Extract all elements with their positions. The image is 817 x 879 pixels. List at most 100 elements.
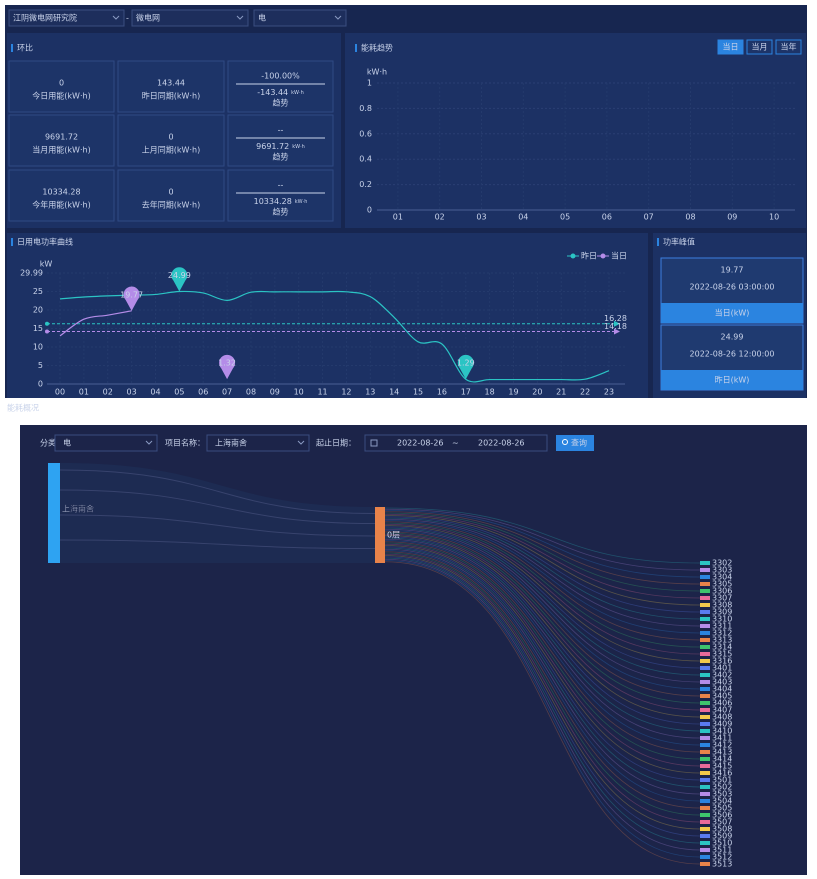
date-tilde: ~ <box>452 439 459 448</box>
sankey-link <box>384 543 701 767</box>
x-tick-label: 18 <box>485 388 495 397</box>
sankey-node <box>700 701 710 705</box>
sankey-link <box>384 523 701 655</box>
x-tick-label: 13 <box>365 388 375 397</box>
overview-panel <box>20 425 807 875</box>
sankey-link <box>384 507 701 564</box>
sankey-node-label: 3501 <box>712 776 732 785</box>
sankey-link <box>384 515 701 606</box>
peak-value: 19.77 <box>721 266 744 275</box>
sankey-link <box>384 516 701 613</box>
y-tick-label: 0 <box>38 380 43 389</box>
dropdown[interactable] <box>54 434 158 452</box>
section-heading: 能耗概况 <box>7 403 39 413</box>
mark-point-pin <box>123 286 140 311</box>
kpi-label: 趋势 <box>273 98 289 108</box>
sankey-node <box>700 687 710 691</box>
dropdown-value: 电 <box>258 13 266 23</box>
sankey-node <box>700 652 710 656</box>
x-tick-label: 17 <box>461 388 471 397</box>
sankey-node <box>700 645 710 649</box>
y-tick-label: 15 <box>33 324 43 333</box>
sankey-link <box>384 541 701 753</box>
date-start: 2022-08-26 <box>397 439 444 448</box>
sankey-link <box>384 546 701 781</box>
dropdown[interactable] <box>8 9 125 27</box>
sankey-link <box>384 538 701 739</box>
sankey-link <box>384 525 701 662</box>
sankey-node-label: 3303 <box>712 566 732 575</box>
range-button[interactable] <box>746 39 773 55</box>
sankey-node-label: 3410 <box>712 727 732 736</box>
sankey-node <box>700 729 710 733</box>
title-marker <box>355 44 357 52</box>
query-button[interactable] <box>556 435 594 451</box>
range-button-label: 当月 <box>752 42 768 52</box>
sankey-node-label: 3407 <box>712 706 732 715</box>
kpi-cell <box>227 169 334 222</box>
sankey-node <box>700 841 710 845</box>
x-tick-label: 05 <box>560 213 570 222</box>
kpi-rate: -- <box>278 126 284 135</box>
sankey-node <box>700 596 710 600</box>
kpi-value: 10334.28 <box>42 188 80 197</box>
y-tick-label: 0.6 <box>359 129 372 138</box>
kpi-diff: 9691.72 kW·h <box>256 142 305 151</box>
sankey-node-label: 3503 <box>712 790 732 799</box>
sankey-link <box>384 531 701 697</box>
x-tick-label: 19 <box>508 388 518 397</box>
mark-point-pin <box>219 354 236 380</box>
sankey-link <box>384 527 701 676</box>
sankey-node <box>700 694 710 698</box>
sankey-link <box>384 550 701 802</box>
y-tick-label: 0.2 <box>359 180 372 189</box>
sankey-node-label: 上海南舍 <box>62 504 94 514</box>
kpi-value: 0 <box>59 79 64 88</box>
x-tick-label: 04 <box>518 213 528 222</box>
x-tick-label: 07 <box>222 388 232 397</box>
kpi-label: 趋势 <box>273 152 289 162</box>
range-button[interactable] <box>717 39 744 55</box>
sankey-node-label: 0层 <box>387 531 400 540</box>
peak-time: 2022-08-26 12:00:00 <box>690 350 775 359</box>
sankey-node <box>700 827 710 831</box>
kpi-cell <box>117 169 225 222</box>
kpi-label: 今日用能(kW·h) <box>32 91 90 101</box>
kpi-cell <box>8 169 115 222</box>
sankey-node-label: 3513 <box>712 860 732 869</box>
dropdown[interactable] <box>206 434 310 452</box>
sankey-link <box>384 555 701 830</box>
sankey-node-label: 3508 <box>712 825 732 834</box>
chart-title: 日用电功率曲线 <box>17 237 73 247</box>
sankey-node <box>700 659 710 663</box>
sankey-node-label: 3512 <box>712 853 732 862</box>
peak-time: 2022-08-26 03:00:00 <box>690 283 775 292</box>
mark-line-arrow <box>614 320 620 327</box>
sankey-node <box>700 792 710 796</box>
kpi-diff: 10334.28 kW·h <box>254 197 308 206</box>
x-tick-label: 03 <box>127 388 137 397</box>
sankey-node-label: 3409 <box>712 720 732 729</box>
dropdown[interactable] <box>253 9 347 27</box>
series-line <box>59 290 610 383</box>
dropdown[interactable] <box>131 9 249 27</box>
kpi-diff: -143.44 kW·h <box>257 88 304 97</box>
sankey-node <box>700 820 710 824</box>
sankey-node <box>700 568 710 572</box>
sankey-node-label: 3313 <box>712 636 732 645</box>
title-marker <box>11 238 13 246</box>
x-tick-label: 11 <box>317 388 327 397</box>
sankey-node <box>700 764 710 768</box>
y-tick-label: 0.4 <box>359 155 372 164</box>
sankey-node <box>700 855 710 859</box>
kpi-label: 趋势 <box>273 207 289 217</box>
sankey-link <box>384 560 701 858</box>
range-button[interactable] <box>775 39 802 55</box>
y-tick-label: 0.8 <box>359 104 372 113</box>
card <box>7 233 648 398</box>
sankey-node-label: 3402 <box>712 671 732 680</box>
date-range[interactable] <box>364 434 548 452</box>
sankey-node <box>700 638 710 642</box>
title-marker <box>11 44 13 52</box>
peak-label: 昨日(kW) <box>715 375 750 385</box>
